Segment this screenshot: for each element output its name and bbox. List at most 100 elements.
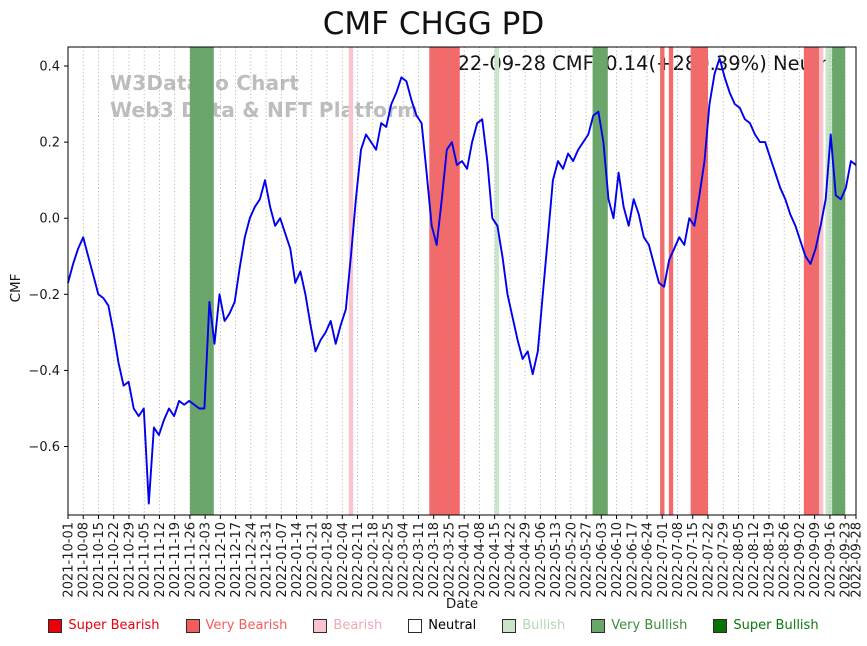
x-axis-tick-label: 2022-07-08 <box>671 522 686 598</box>
x-axis-tick-label: 2022-01-21 <box>305 522 320 598</box>
legend-label: Super Bullish <box>733 618 819 633</box>
x-axis-tick-label: 2022-04-29 <box>519 522 534 598</box>
legend-item: Neutral <box>408 618 476 633</box>
plot-frame <box>67 46 857 516</box>
latest-value-annotation: 2022-09-28 CMF: 0.14(+280.39%) Neutral <box>432 52 845 75</box>
regime-band-bearish <box>348 47 354 515</box>
x-axis-tick-label: 2021-12-03 <box>199 522 214 598</box>
x-axis-label: Date <box>445 596 479 612</box>
legend-swatch <box>713 618 728 633</box>
x-axis-tick-label: 2022-04-15 <box>488 522 503 598</box>
x-axis-tick-label: 2021-10-08 <box>77 522 92 598</box>
x-axis-tick-label: 2022-09-09 <box>808 522 823 598</box>
x-axis-tick-label: 2022-01-28 <box>321 522 336 598</box>
regime-band-very-bearish <box>803 47 819 515</box>
x-axis-tick-label: 2022-07-29 <box>717 522 732 598</box>
legend-swatch <box>48 618 63 633</box>
x-axis-tick-label: 2022-09-02 <box>793 522 808 598</box>
legend-label: Bullish <box>522 618 566 633</box>
y-axis-tick-label: 0.2 <box>39 136 60 151</box>
chart-title: CMF CHGG PD <box>322 6 545 42</box>
regime-band-very-bearish <box>668 47 674 515</box>
x-axis-tick-label: 2021-11-19 <box>168 522 183 598</box>
x-axis-tick-label: 2022-03-25 <box>442 522 457 598</box>
x-axis-tick-label: 2021-12-10 <box>214 522 229 598</box>
x-axis-tick-label: 2022-06-03 <box>595 522 610 598</box>
x-axis-tick-label: 2022-02-11 <box>351 522 366 598</box>
x-axis-tick-label: 2021-12-31 <box>260 522 275 598</box>
legend-item: Super Bullish <box>713 618 819 633</box>
x-axis-tick-label: 2022-03-18 <box>427 522 442 598</box>
x-axis-tick-label: 2022-07-01 <box>656 522 671 598</box>
x-axis-tick-label: 2022-02-25 <box>381 522 396 598</box>
x-axis-tick-label: 2022-06-10 <box>610 522 625 598</box>
regime-band-very-bullish <box>832 47 846 515</box>
legend-item: Bullish <box>502 618 565 633</box>
x-axis-tick-label: 2022-04-08 <box>473 522 488 598</box>
y-axis-tick-label: −0.4 <box>28 364 60 379</box>
x-axis-tick-label: 2021-12-24 <box>244 522 259 598</box>
y-axis-tick-label: −0.2 <box>28 288 60 303</box>
watermark-line2: Web3 Data & NFT Platform <box>110 98 419 122</box>
x-axis-tick-label: 2022-08-19 <box>762 522 777 598</box>
x-axis-tick-label: 2022-07-22 <box>701 522 716 598</box>
x-axis-tick-label: 2022-01-07 <box>275 522 290 598</box>
regime-band-bearish <box>819 47 824 515</box>
x-axis-tick-label: 2022-02-18 <box>366 522 381 598</box>
x-axis-tick-label: 2022-04-22 <box>503 522 518 598</box>
x-axis-tick-label: 2022-07-15 <box>686 522 701 598</box>
legend-swatch <box>313 618 328 633</box>
legend-item: Very Bullish <box>591 618 687 633</box>
legend: Super Bearish Very Bearish Bearish Neutral B… <box>0 618 867 633</box>
x-axis-tick-label: 2022-04-01 <box>458 522 473 598</box>
x-axis-tick-label: 2022-08-26 <box>778 522 793 598</box>
x-axis-tick-label: 2021-10-22 <box>107 522 122 598</box>
regime-band-bullish <box>825 47 832 515</box>
legend-label: Neutral <box>428 618 477 633</box>
legend-label: Very Bearish <box>205 618 288 633</box>
y-axis-tick-label: 0.4 <box>39 60 60 75</box>
x-axis-tick-label: 2022-09-28 <box>850 522 865 598</box>
legend-item: Very Bearish <box>185 618 288 633</box>
x-axis-tick-label: 2022-03-04 <box>397 522 412 598</box>
x-axis-tick-label: 2021-10-01 <box>62 522 77 598</box>
legend-swatch <box>502 618 517 633</box>
cmf-line <box>67 57 857 505</box>
x-axis-tick-label: 2021-12-17 <box>229 522 244 598</box>
legend-swatch <box>408 618 423 633</box>
x-axis-tick-label: 2021-11-12 <box>153 522 168 598</box>
x-axis-tick-label: 2022-08-12 <box>747 522 762 598</box>
legend-label: Bearish <box>333 618 383 633</box>
x-axis-tick-label: 2022-06-24 <box>641 522 656 598</box>
x-axis-tick-label: 2022-08-05 <box>732 522 747 598</box>
x-axis-tick-label: 2022-03-11 <box>412 522 427 598</box>
x-axis-tick-label: 2022-05-27 <box>580 522 595 598</box>
legend-swatch <box>591 618 606 633</box>
x-axis-tick-label: 2021-10-29 <box>122 522 137 598</box>
legend-swatch <box>185 618 200 633</box>
regime-band-very-bullish <box>189 47 214 515</box>
x-axis-tick-label: 2021-11-26 <box>183 522 198 598</box>
legend-item: Bearish <box>313 618 382 633</box>
legend-item: Super Bearish <box>48 618 160 633</box>
regime-band-bullish <box>494 47 500 515</box>
regime-band-very-bearish <box>690 47 708 515</box>
x-axis-tick-label: 2022-09-16 <box>823 522 838 598</box>
x-axis-tick-label: 2021-10-15 <box>92 522 107 598</box>
regime-band-very-bearish <box>429 47 460 515</box>
x-axis-tick-label: 2022-06-17 <box>625 522 640 598</box>
x-axis-tick-label: 2022-05-20 <box>564 522 579 598</box>
x-axis-tick-label: 2022-05-06 <box>534 522 549 598</box>
x-axis-tick-label: 2022-09-23 <box>839 522 854 598</box>
legend-label: Super Bearish <box>68 618 160 633</box>
x-axis-tick-label: 2021-11-05 <box>138 522 153 598</box>
y-axis-tick-label: 0.0 <box>39 212 60 227</box>
x-axis-tick-label: 2022-01-14 <box>290 522 305 598</box>
legend-label: Very Bullish <box>611 618 688 633</box>
x-axis-tick-label: 2022-05-13 <box>549 522 564 598</box>
regime-band-very-bullish <box>592 47 608 515</box>
x-axis-tick-label: 2022-02-04 <box>336 522 351 598</box>
y-axis-tick-label: −0.6 <box>28 440 60 455</box>
